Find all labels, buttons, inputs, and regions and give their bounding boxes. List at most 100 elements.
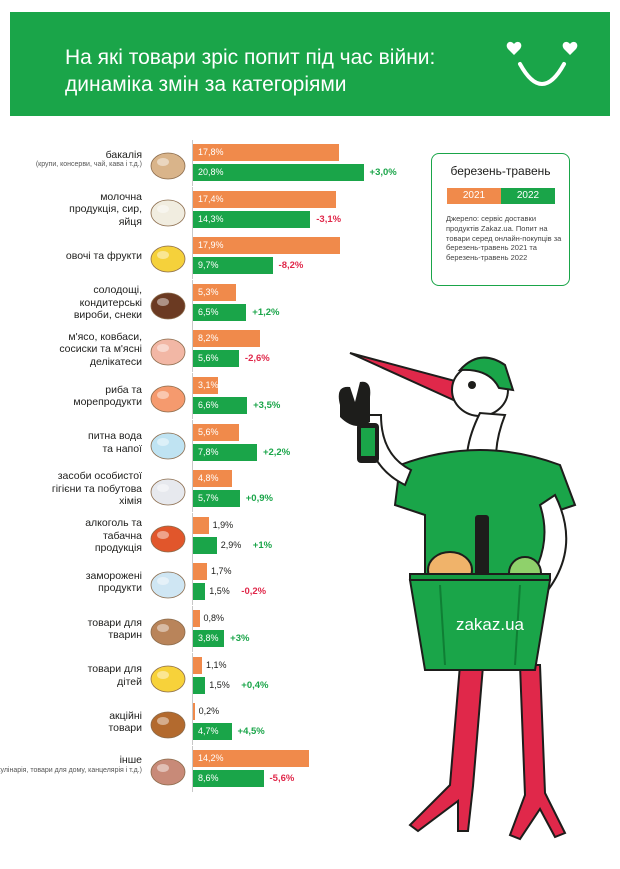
bar-2021 — [193, 190, 336, 208]
chart-row: засоби особистої гігієни та побутова хімія… — [0, 466, 620, 513]
bar-2021 — [193, 283, 237, 301]
chart-row: бакалія (крупи, консерви, чай, кава і т.д… — [0, 140, 620, 186]
bar-2022 — [193, 630, 225, 647]
value-label-2022: 8,6% — [198, 772, 219, 783]
value-label-2022: 1,5% — [209, 679, 230, 690]
axis-line — [192, 512, 193, 559]
value-label-2021: 17,4% — [198, 193, 224, 204]
chart-row: солодощі, кондитерські вироби, снеки 5,3% 6,… — [0, 279, 620, 326]
stork-mascot-illustration: zakaz.ua — [338, 352, 577, 841]
bar-2021 — [193, 516, 209, 534]
category-label: алкоголь та табачна продукція — [85, 517, 142, 555]
legend-box: березень-травень 2021 2022 Джерело: серв… — [431, 153, 570, 286]
value-label-2021: 8,2% — [198, 333, 219, 344]
header-banner: На які товари зріс попит під час війни: … — [10, 12, 610, 116]
meat-icon — [146, 330, 190, 368]
bar-2022 — [193, 350, 239, 368]
value-label-2021: 17,9% — [198, 240, 224, 251]
bar-2021 — [193, 656, 203, 674]
chart-row: заморожені продукти 1,7% 1,5% -0,2% — [0, 559, 620, 606]
change-label: +1% — [252, 539, 273, 551]
bar-2022 — [193, 210, 311, 228]
ice-cubes-icon — [146, 563, 190, 601]
flour-sack-icon — [146, 144, 190, 182]
axis-line — [192, 652, 193, 699]
value-label-2022: 1,5% — [209, 586, 230, 597]
bar-2021 — [193, 470, 233, 488]
value-label-2022: 6,6% — [198, 400, 219, 410]
category-note: (крупи, консерви, чай, кава і т.д.) — [35, 161, 142, 169]
category-label: овочі та фрукти — [65, 249, 142, 262]
chart-row: товари для дітей 1,1% 1,5% +0,4% — [0, 652, 620, 699]
bar-2021 — [193, 563, 207, 581]
category-label: солодощі, кондитерські вироби, снеки — [73, 284, 142, 322]
value-label-2021: 1,1% — [206, 659, 227, 670]
bar-2021 — [193, 144, 339, 161]
change-label: +0,9% — [245, 493, 273, 505]
category-label: бакалія (крупи, консерви, чай, кава і т.д… — [0, 149, 142, 170]
category-label: товари для тварин — [87, 616, 142, 642]
bar-2022 — [193, 164, 364, 181]
bar-2021 — [193, 610, 200, 627]
category-label: засоби особистої гігієни та побутова хімія — [51, 470, 142, 508]
change-label: -8,2% — [278, 260, 304, 272]
value-label-2021: 5,3% — [198, 286, 219, 297]
food-tray-icon — [146, 750, 190, 788]
axis-line — [192, 233, 193, 280]
page-title: На які товари зріс попит під час війни: … — [65, 46, 436, 96]
chart-row: алкоголь та табачна продукція 1,9% 2,9% +1% — [0, 512, 620, 559]
toothbrush-icon — [146, 470, 190, 508]
chart-row: риба та морепродукти 3,1% 6,6% +3,5% — [0, 373, 620, 419]
value-label-2022: 5,6% — [198, 353, 219, 364]
value-label-2022: 4,7% — [198, 726, 219, 737]
value-label-2022: 14,3% — [198, 213, 224, 224]
change-label: +3,0% — [369, 167, 397, 178]
bar-2021 — [193, 423, 239, 441]
change-label: +3% — [230, 633, 250, 644]
category-label: риба та морепродукти — [73, 383, 142, 409]
category-label: інше (кулінарія, товари для дому, канцеля… — [0, 754, 142, 775]
water-bottle-icon — [146, 424, 190, 462]
cat-dog-icon — [146, 610, 190, 648]
value-label-2022: 9,7% — [198, 260, 219, 271]
bar-2021 — [193, 703, 195, 721]
value-label-2021: 3,1% — [198, 380, 219, 390]
axis-line — [192, 373, 193, 419]
chart-row: питна вода та напої 5,6% 7,8% +2,2% — [0, 419, 620, 466]
category-note: (кулінарія, товари для дому, канцелярія … — [0, 766, 142, 774]
category-label: молочна продукція, сир, яйця — [69, 190, 142, 228]
value-label-2021: 1,7% — [210, 566, 232, 577]
axis-line — [192, 466, 193, 513]
category-label: товари для дітей — [87, 663, 142, 688]
cocktail-icon — [146, 517, 190, 555]
change-label: -5,6% — [269, 772, 295, 784]
bar-2022 — [193, 723, 232, 741]
axis-line — [192, 419, 193, 466]
value-label-2021: 17,8% — [198, 147, 224, 157]
category-label: акційні товари — [108, 709, 142, 735]
legend-title: березень-травень — [450, 164, 551, 178]
chart-row: акційні товари 0,2% 4,7% +4,5% — [0, 699, 620, 746]
change-label: -3,1% — [316, 213, 342, 225]
value-label-2022: 2,9% — [220, 539, 242, 550]
bar-2022 — [193, 676, 206, 694]
value-label-2022: 3,8% — [198, 633, 219, 643]
chart-row: молочна продукція, сир, яйця 17,4% 14,3% -3,1… — [0, 186, 620, 233]
category-label: питна вода та напої — [88, 430, 142, 455]
bar-chart: бакалія (крупи, консерви, чай, кава і т.д… — [0, 140, 620, 840]
shrimp-icon — [146, 377, 190, 415]
bar-2022 — [193, 583, 206, 601]
value-label-2021: 0,8% — [203, 613, 225, 623]
axis-line — [192, 606, 193, 652]
axis-line — [192, 326, 193, 373]
axis-line — [192, 745, 193, 792]
axis-line — [192, 140, 193, 186]
bar-2022 — [193, 769, 264, 787]
change-label: +2,2% — [262, 446, 291, 458]
bar-2021 — [193, 377, 219, 394]
bar-2021 — [193, 237, 340, 255]
basket-brand-text: zakaz.ua — [456, 615, 525, 634]
value-label-2021: 5,6% — [198, 426, 219, 437]
change-label: +0,4% — [241, 679, 269, 691]
value-label-2022: 7,8% — [198, 446, 219, 457]
